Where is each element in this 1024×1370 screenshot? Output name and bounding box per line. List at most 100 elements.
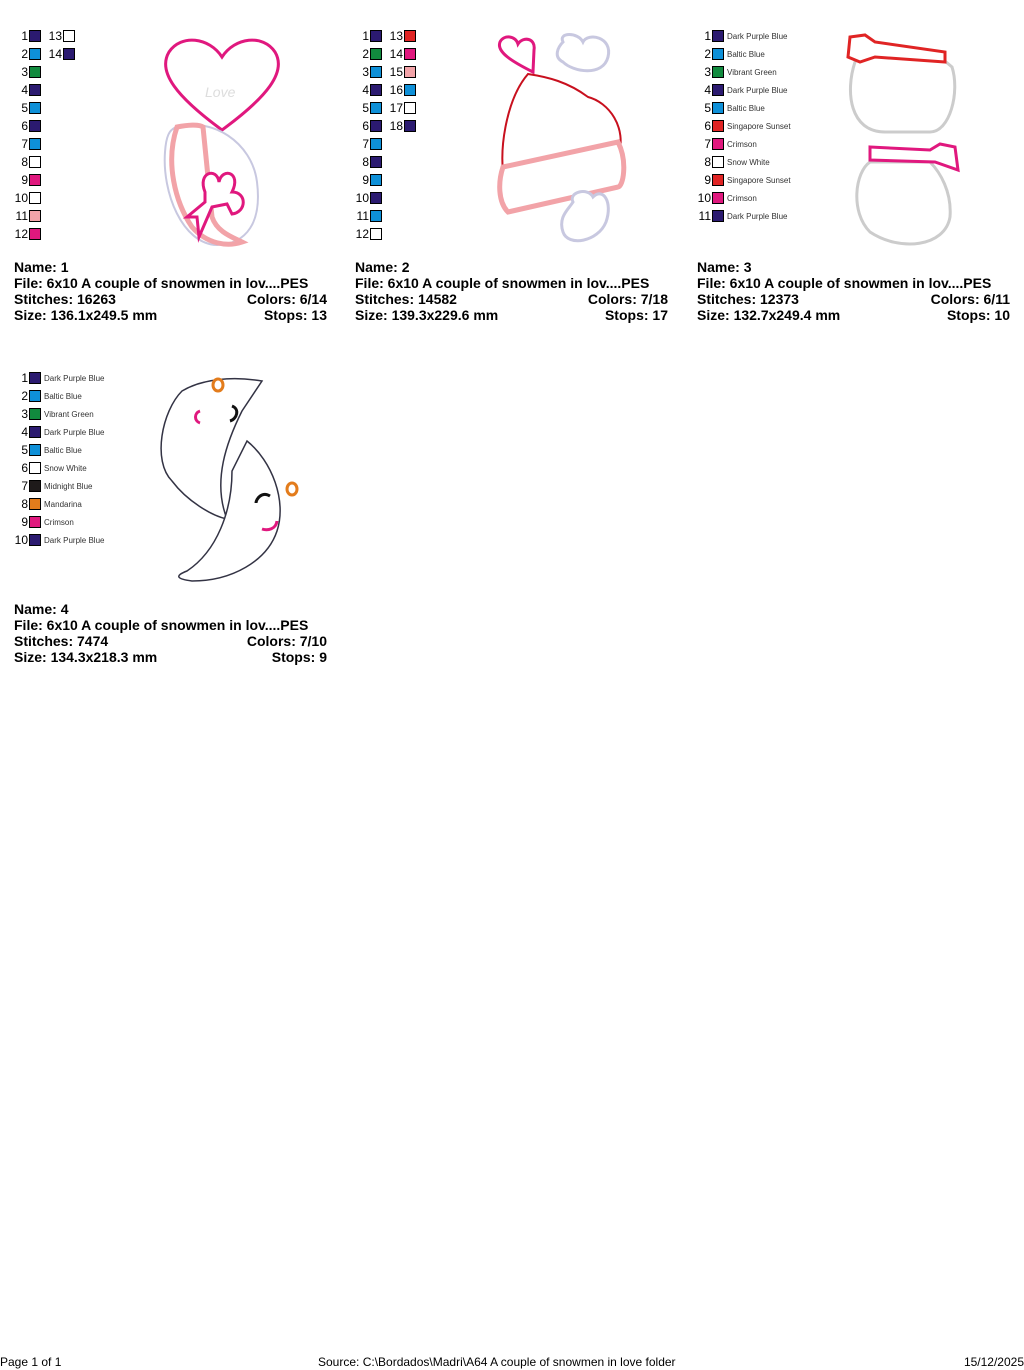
color-swatch — [404, 84, 416, 96]
color-number: 1 — [704, 29, 711, 43]
color-swatch — [29, 102, 41, 114]
info-label: File: — [697, 275, 730, 291]
color-name: Midnight Blue — [44, 481, 93, 491]
color-number: 13 — [389, 29, 403, 43]
color-swatch — [712, 174, 724, 186]
print-date: 15/12/2025 — [963, 1355, 1024, 1369]
color-number: 2 — [21, 389, 28, 403]
color-legend-row: 5 — [353, 99, 383, 117]
color-swatch — [29, 480, 41, 492]
color-legend-row: 8 — [12, 153, 42, 171]
info-line: Stitches: 14582 Colors: 7/18 — [355, 291, 668, 307]
info-value: 6x10 A couple of snowmen in lov....PES — [46, 617, 309, 633]
info-label: Colors: — [587, 291, 641, 307]
color-swatch — [370, 102, 382, 114]
info-value: 13 — [311, 307, 327, 323]
color-number: 7 — [21, 479, 28, 493]
color-number: 6 — [704, 119, 711, 133]
color-swatch — [370, 84, 382, 96]
color-legend-row: 9 Crimson — [12, 513, 74, 531]
color-number: 4 — [362, 83, 369, 97]
color-number: 5 — [704, 101, 711, 115]
design-panel-4: 1 Dark Purple Blue 2 Baltic Blue 3 Vibrant Gr… — [12, 369, 327, 669]
info-stops: Stops: 13 — [264, 307, 327, 323]
color-name: Vibrant Green — [44, 409, 94, 419]
info-stops: Stops: 10 — [947, 307, 1010, 323]
color-legend-row: 11 Dark Purple Blue — [695, 207, 788, 225]
info-label: Size: — [697, 307, 734, 323]
info-value: 6x10 A couple of snowmen in lov....PES — [387, 275, 650, 291]
info-label: Stops: — [263, 307, 312, 323]
info-value: 7474 — [77, 633, 109, 649]
color-number: 13 — [48, 29, 62, 43]
color-legend-row: 4 Dark Purple Blue — [12, 423, 104, 441]
color-number: 12 — [14, 227, 28, 241]
color-legend-row: 8 Mandarina — [12, 495, 82, 513]
design-preview — [160, 377, 299, 582]
info-value: 14582 — [418, 291, 457, 307]
info-label: Stitches: — [14, 633, 78, 649]
info-stitches: Stitches: 14582 — [355, 291, 457, 307]
info-value: 17 — [652, 307, 668, 323]
color-swatch — [29, 516, 41, 528]
info-value: 136.1x249.5 mm — [50, 307, 158, 323]
info-line: Stitches: 16263 Colors: 6/14 — [14, 291, 327, 307]
info-name: Name: 1 — [14, 259, 68, 275]
color-number: 6 — [21, 119, 28, 133]
info-name: Name: 4 — [14, 601, 68, 617]
color-number: 12 — [355, 227, 369, 241]
color-swatch — [29, 426, 41, 438]
color-legend-row: 18 — [387, 117, 417, 135]
info-stops: Stops: 9 — [272, 649, 327, 665]
color-number: 10 — [355, 191, 369, 205]
color-swatch — [29, 156, 41, 168]
color-number: 14 — [48, 47, 62, 61]
color-name: Crimson — [44, 517, 74, 527]
info-file: File: 6x10 A couple of snowmen in lov...… — [697, 275, 991, 291]
design-preview — [846, 33, 960, 246]
info-value: 3 — [743, 259, 752, 275]
info-name: Name: 2 — [355, 259, 409, 275]
color-name: Baltic Blue — [727, 103, 765, 113]
color-swatch — [404, 66, 416, 78]
info-value: 9 — [319, 649, 327, 665]
info-label: Stops: — [271, 649, 320, 665]
color-legend-row: 5 Baltic Blue — [695, 99, 765, 117]
color-swatch — [29, 444, 41, 456]
color-name: Crimson — [727, 193, 757, 203]
color-number: 9 — [21, 173, 28, 187]
info-value: 12373 — [760, 291, 799, 307]
info-value: 6/14 — [299, 291, 327, 307]
color-swatch — [29, 498, 41, 510]
color-name: Mandarina — [44, 499, 82, 509]
color-legend-row: 2 Baltic Blue — [12, 387, 81, 405]
color-number: 11 — [15, 209, 28, 223]
color-legend-row: 9 — [353, 171, 383, 189]
color-legend-row: 10 — [353, 189, 383, 207]
color-number: 1 — [21, 29, 28, 43]
design-preview — [497, 33, 627, 243]
color-swatch — [370, 210, 382, 222]
info-value: 4 — [60, 601, 69, 617]
design-preview: Love — [163, 38, 280, 247]
color-number: 8 — [362, 155, 369, 169]
color-swatch — [370, 156, 382, 168]
color-number: 15 — [389, 65, 403, 79]
color-swatch — [29, 174, 41, 186]
color-legend-row: 6 Snow White — [12, 459, 86, 477]
color-legend-row: 1 Dark Purple Blue — [12, 369, 104, 387]
design-info: Name: 1 File: 6x10 A couple of snowmen in… — [14, 259, 327, 323]
color-legend-row: 5 Baltic Blue — [12, 441, 81, 459]
color-number: 4 — [704, 83, 711, 97]
info-value: 1 — [60, 259, 69, 275]
info-label: Colors: — [246, 291, 300, 307]
info-size: Size: 136.1x249.5 mm — [14, 307, 157, 323]
color-number: 14 — [389, 47, 403, 61]
design-panel-3: 1 Dark Purple Blue 2 Baltic Blue 3 Vibrant Gr… — [695, 27, 1010, 327]
color-swatch — [29, 84, 41, 96]
info-stops: Stops: 17 — [605, 307, 668, 323]
color-legend-row: 1 — [12, 27, 42, 45]
color-number: 10 — [14, 191, 28, 205]
color-legend-row: 7 Midnight Blue — [12, 477, 92, 495]
color-legend-row: 13 — [46, 27, 76, 45]
